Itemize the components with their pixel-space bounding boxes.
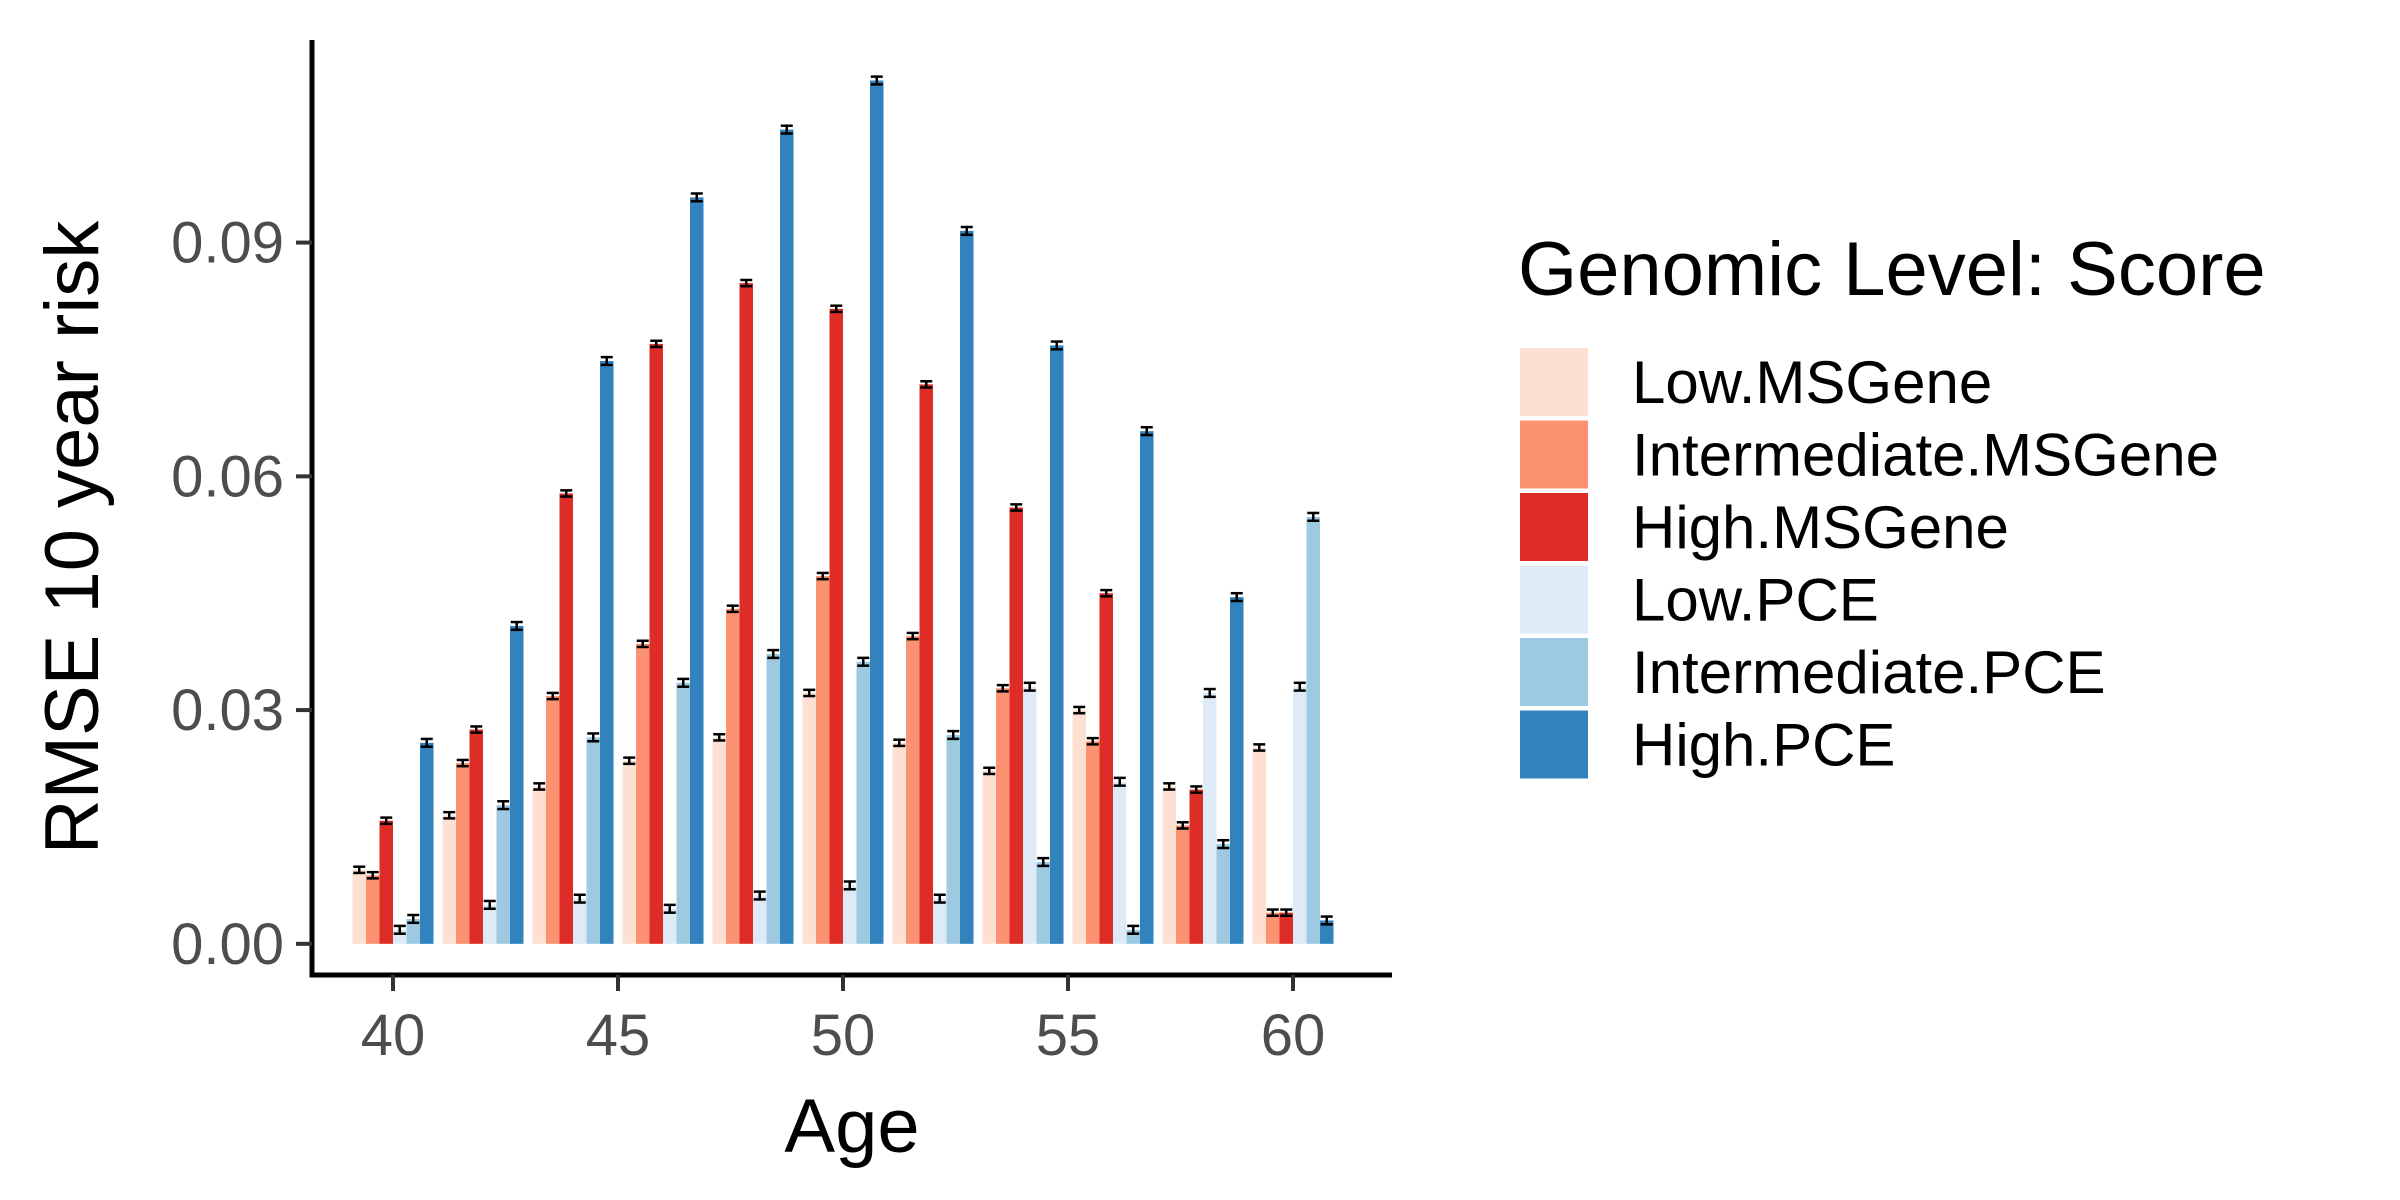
- legend-label: Intermediate.MSGene: [1632, 422, 2219, 489]
- bar: [442, 815, 456, 944]
- bar: [379, 820, 393, 944]
- bar: [1162, 786, 1176, 944]
- bar: [483, 904, 497, 944]
- bar: [996, 688, 1010, 944]
- y-tick-label: 0.06: [171, 444, 284, 509]
- y-ticks: 0.00 0.03 0.06 0.09: [171, 211, 312, 977]
- x-axis-title: Age: [784, 1084, 919, 1169]
- bar: [1320, 920, 1334, 944]
- bar: [456, 763, 470, 944]
- bar: [726, 608, 740, 944]
- y-tick-label: 0.00: [171, 912, 284, 977]
- legend-label: Low.MSGene: [1632, 349, 1992, 416]
- legend-swatch: [1520, 638, 1588, 706]
- bar: [933, 898, 947, 944]
- bar: [690, 197, 704, 944]
- bar: [1203, 692, 1217, 944]
- y-tick-label: 0.09: [171, 211, 284, 276]
- bar: [1009, 507, 1023, 944]
- bar: [712, 737, 726, 944]
- legend-label: High.PCE: [1632, 712, 1895, 779]
- bar: [420, 742, 434, 944]
- errorbars-layer: [353, 75, 1333, 935]
- bar: [766, 653, 780, 944]
- bar: [1293, 686, 1307, 944]
- bar: [919, 384, 933, 944]
- legend-items: Low.MSGeneIntermediate.MSGeneHigh.MSGene…: [1520, 348, 2219, 779]
- legend-swatch: [1520, 348, 1588, 416]
- bar: [843, 885, 857, 944]
- bars-layer: [352, 80, 1334, 944]
- y-tick-label: 0.03: [171, 678, 284, 743]
- bar: [1036, 862, 1050, 944]
- bar: [586, 737, 600, 944]
- bar: [780, 129, 794, 944]
- legend: Genomic Level: Score Low.MSGeneIntermedi…: [1518, 227, 2266, 779]
- bar: [1189, 789, 1203, 944]
- bar: [352, 869, 366, 944]
- bar: [1113, 781, 1127, 944]
- bar: [1266, 912, 1280, 944]
- bar: [960, 230, 974, 944]
- bar: [1216, 844, 1230, 944]
- bar: [982, 770, 996, 944]
- bar: [469, 729, 483, 944]
- bar: [802, 692, 816, 944]
- bar: [1072, 710, 1086, 944]
- x-ticks: 40 45 50 55 60: [361, 975, 1326, 1068]
- legend-label: High.MSGene: [1632, 494, 2009, 561]
- bar: [1023, 686, 1037, 944]
- bar: [496, 805, 510, 944]
- legend-swatch: [1520, 565, 1588, 634]
- legend-title: Genomic Level: Score: [1518, 227, 2266, 312]
- bar: [1050, 345, 1064, 944]
- bar: [1176, 825, 1190, 944]
- bar: [1230, 597, 1244, 944]
- bar: [546, 696, 560, 944]
- bar: [366, 875, 380, 944]
- bar: [622, 760, 636, 944]
- bar: [816, 576, 830, 944]
- bar: [739, 283, 753, 944]
- bar: [1279, 912, 1293, 944]
- bar: [870, 80, 884, 944]
- bar: [573, 898, 587, 944]
- legend-swatch: [1520, 710, 1588, 779]
- bar: [532, 786, 546, 944]
- bar: [1140, 431, 1154, 944]
- bar: [1306, 516, 1320, 944]
- bar: [856, 661, 870, 944]
- bar: [510, 625, 524, 944]
- bar: [892, 742, 906, 944]
- bar: [636, 643, 650, 944]
- legend-label: Intermediate.PCE: [1632, 639, 2106, 706]
- legend-swatch: [1520, 420, 1588, 489]
- bar: [1086, 741, 1100, 944]
- axes-layer: [309, 40, 1392, 978]
- bar: [753, 895, 767, 944]
- bar: [829, 308, 843, 944]
- bar: [906, 636, 920, 944]
- bar: [600, 361, 614, 944]
- bar: [946, 735, 960, 944]
- x-tick-label: 60: [1261, 1003, 1326, 1068]
- bar: [1099, 593, 1113, 944]
- bar: [406, 918, 420, 944]
- y-axis-title: RMSE 10 year risk: [30, 220, 115, 854]
- x-tick-label: 55: [1036, 1003, 1101, 1068]
- x-tick-label: 40: [361, 1003, 426, 1068]
- legend-label: Low.PCE: [1632, 567, 1879, 634]
- x-tick-label: 45: [586, 1003, 651, 1068]
- bar: [559, 493, 573, 944]
- bar: [649, 343, 663, 944]
- bar: [676, 682, 690, 944]
- legend-swatch: [1520, 493, 1588, 561]
- bar: [663, 908, 677, 944]
- x-tick-label: 50: [811, 1003, 876, 1068]
- bar: [1252, 747, 1266, 944]
